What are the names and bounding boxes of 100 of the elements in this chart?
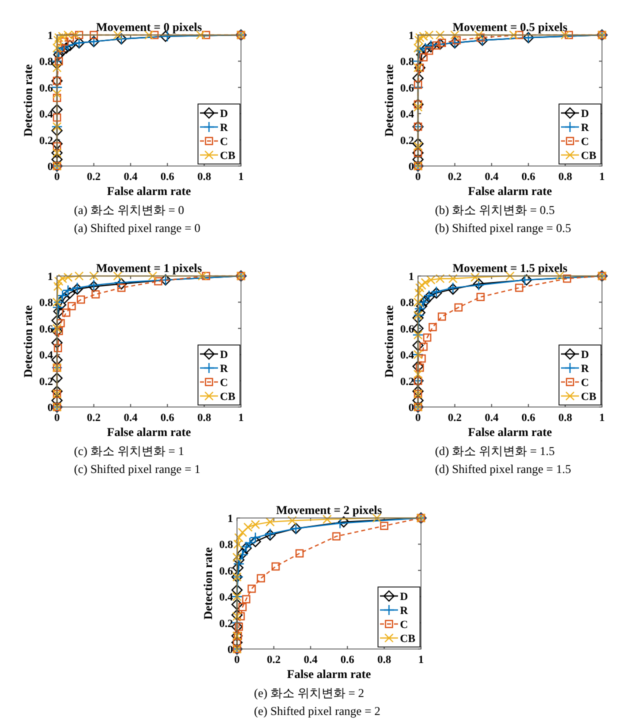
y-tick-label: 0.2 [39, 134, 54, 147]
y-tick-label: 0 [228, 644, 234, 656]
y-tick-label: 0.6 [400, 82, 414, 94]
y-tick-label: 0.8 [39, 56, 54, 68]
x-tick-label: 1 [599, 412, 605, 424]
y-axis-title: Detection rate [21, 64, 35, 137]
y-axis-title: Detection rate [382, 304, 396, 378]
legend-label: D [220, 108, 228, 120]
text: (c) Shifted pixel range = 1 [74, 462, 200, 476]
text: (a) Shifted pixel range = 0 [74, 221, 200, 235]
y-tick-label: 0.4 [39, 108, 54, 121]
x-axis-title: False alarm rate [107, 425, 192, 439]
y-tick-label: 0.8 [400, 297, 414, 310]
text: (d) 화소 위치변화 = 1.5 [435, 444, 555, 458]
legend-label: D [581, 349, 589, 361]
y-tick-label: 0 [408, 161, 414, 173]
legend-label: D [400, 591, 408, 603]
x-tick-label: 1 [599, 171, 605, 183]
legend-label: CB [220, 391, 236, 403]
x-tick-label: 0.8 [558, 171, 573, 183]
y-tick-label: 1 [228, 513, 233, 525]
chart-title: Movement = 1 pixels [96, 261, 202, 275]
y-tick-label: 0.4 [400, 108, 414, 121]
legend-label: CB [581, 150, 597, 162]
legend-label: D [581, 108, 589, 120]
y-tick-label: 0.6 [39, 323, 54, 336]
y-tick-label: 0.2 [400, 134, 414, 147]
x-axis-title: False alarm rate [468, 425, 553, 439]
y-tick-label: 0.4 [219, 592, 234, 604]
y-tick-label: 0.4 [39, 350, 54, 362]
x-tick-label: 1 [238, 171, 244, 183]
x-tick-label: 0.4 [484, 171, 499, 183]
legend-label: C [581, 377, 589, 389]
legend-label: C [400, 619, 408, 631]
y-axis-title: Detection rate [21, 304, 35, 378]
x-tick-label: 0.6 [522, 412, 536, 424]
x-tick-label: 0.8 [197, 171, 212, 183]
x-tick-label: 0.4 [304, 654, 318, 666]
legend-label: C [581, 136, 589, 148]
chart-title: Movement = 2 pixels [276, 503, 382, 517]
legend-label: D [220, 349, 228, 361]
x-tick-label: 1 [238, 412, 244, 424]
legend-label: R [220, 363, 229, 375]
x-tick-label: 0.4 [484, 412, 499, 424]
x-tick-label: 0.2 [448, 412, 462, 424]
x-tick-label: 0.6 [160, 171, 175, 183]
x-tick-label: 0.2 [86, 171, 102, 183]
chart-title: Movement = 0 pixels [96, 20, 202, 34]
legend-label: R [581, 363, 590, 375]
legend-label: R [220, 122, 229, 134]
text: (e) 화소 위치변화 = 2 [254, 686, 364, 700]
y-tick-label: 0.8 [400, 56, 414, 68]
legend-label: CB [400, 633, 416, 645]
y-tick-label: 0.8 [39, 297, 54, 310]
text: (b) 화소 위치변화 = 0.5 [435, 203, 555, 217]
y-tick-label: 1 [408, 30, 414, 42]
x-tick-label: 0.2 [266, 654, 282, 666]
y-tick-label: 0.6 [219, 565, 234, 578]
text: (a) 화소 위치변화 = 0 [74, 203, 184, 217]
x-tick-label: 0.2 [448, 171, 462, 183]
text: (d) Shifted pixel range = 1.5 [435, 462, 572, 476]
y-tick-label: 0.4 [400, 350, 414, 362]
text: (c) 화소 위치변화 = 1 [74, 444, 184, 458]
y-tick-label: 1 [48, 30, 53, 42]
x-tick-label: 0.4 [124, 412, 138, 424]
x-tick-label: 1 [418, 654, 424, 666]
y-tick-label: 1 [48, 271, 53, 283]
y-tick-label: 0.8 [219, 539, 234, 552]
chart-title: Movement = 1.5 pixels [452, 261, 568, 275]
y-tick-label: 0 [48, 161, 54, 173]
y-tick-label: 0.2 [39, 376, 54, 388]
y-tick-label: 0.6 [39, 82, 54, 94]
x-tick-label: 0.8 [377, 654, 392, 666]
legend-label: CB [581, 391, 597, 403]
y-tick-label: 0 [408, 402, 414, 414]
y-tick-label: 0.2 [400, 376, 414, 388]
x-tick-label: 0.2 [86, 412, 102, 424]
chart-title: Movement = 0.5 pixels [452, 20, 568, 34]
y-axis-title: Detection rate [382, 64, 396, 137]
text: (e) Shifted pixel range = 2 [254, 704, 380, 718]
x-tick-label: 0.6 [340, 654, 355, 666]
legend-label: R [581, 122, 590, 134]
y-axis-title: Detection rate [201, 546, 215, 620]
x-tick-label: 0.4 [124, 171, 138, 183]
x-tick-label: 0.8 [197, 412, 212, 424]
x-axis-title: False alarm rate [107, 184, 192, 198]
y-tick-label: 0.6 [400, 323, 414, 336]
legend-label: R [400, 605, 409, 617]
x-tick-label: 0.6 [522, 171, 536, 183]
text: (b) Shifted pixel range = 0.5 [435, 221, 572, 235]
x-tick-label: 0.8 [558, 412, 573, 424]
legend-label: C [220, 377, 228, 389]
x-axis-title: False alarm rate [287, 667, 372, 681]
y-tick-label: 1 [408, 271, 414, 283]
x-axis-title: False alarm rate [468, 184, 553, 198]
legend-label: CB [220, 150, 236, 162]
y-tick-label: 0 [48, 402, 54, 414]
legend-label: C [220, 136, 228, 148]
y-tick-label: 0.2 [219, 618, 234, 630]
x-tick-label: 0.6 [160, 412, 175, 424]
